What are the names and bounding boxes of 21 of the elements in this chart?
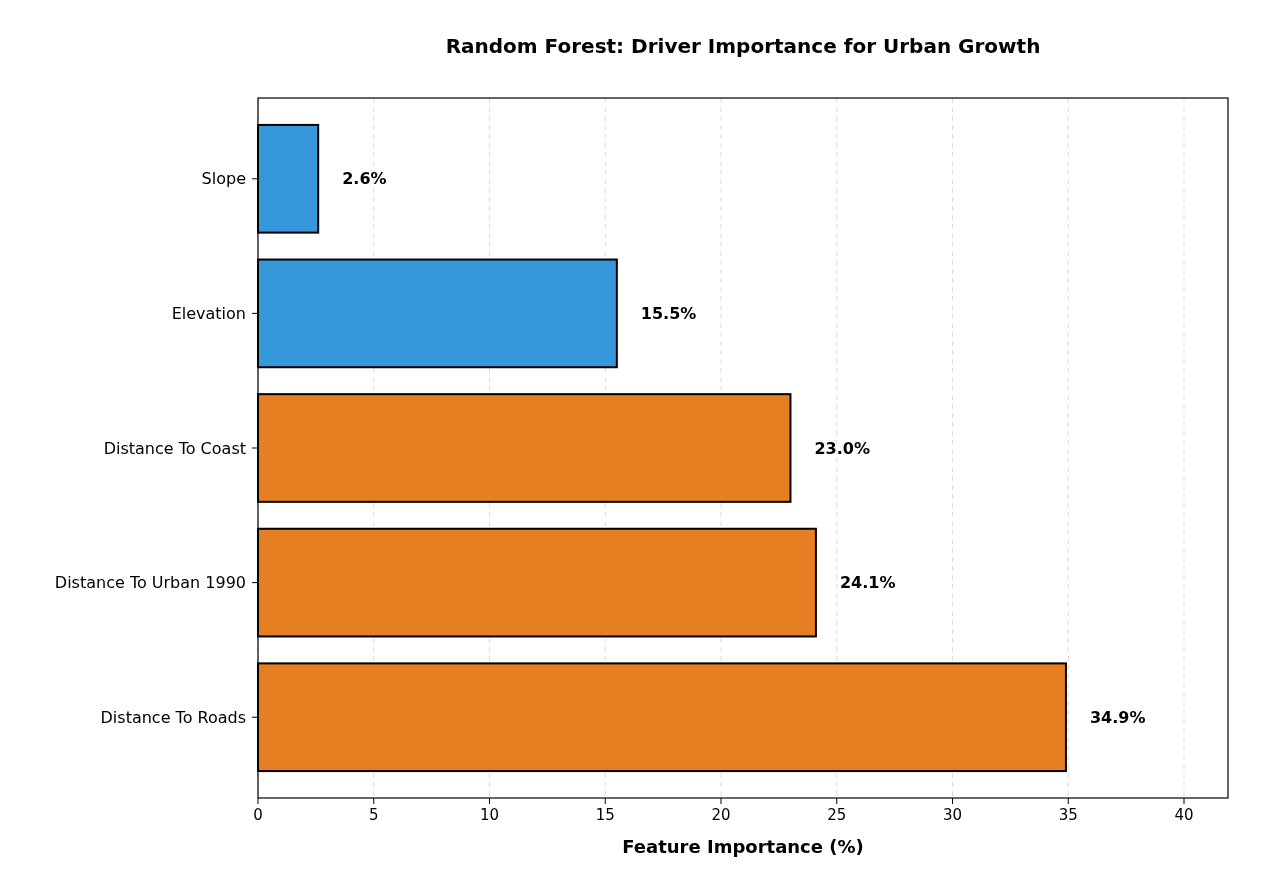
x-tick-label: 5 <box>368 806 379 824</box>
data-label: 23.0% <box>814 438 870 458</box>
data-label: 34.9% <box>1089 707 1146 727</box>
chart-title: Random Forest: Driver Importance for Urban Growth <box>445 34 1041 58</box>
x-tick-label: 10 <box>479 806 500 824</box>
y-tick-label: Distance To Roads <box>100 707 246 727</box>
y-tick-label: Slope <box>201 169 246 189</box>
y-tick-label: Distance To Urban 1990 <box>54 573 246 593</box>
data-label: 24.1% <box>839 573 896 593</box>
x-axis-title: Feature Importance (%) <box>622 836 864 857</box>
x-tick-label: 0 <box>253 806 263 824</box>
y-tick-label: Elevation <box>171 303 246 323</box>
y-tick-label: Distance To Coast <box>103 438 246 458</box>
x-tick-label: 40 <box>1174 806 1194 824</box>
x-tick-label: 25 <box>827 806 847 824</box>
x-tick-label: 30 <box>942 806 963 824</box>
data-label: 15.5% <box>640 303 697 323</box>
data-label: 2.6% <box>342 169 387 189</box>
x-tick-label: 15 <box>595 806 615 824</box>
x-tick-label: 20 <box>711 806 731 824</box>
x-tick-label: 35 <box>1058 806 1078 824</box>
